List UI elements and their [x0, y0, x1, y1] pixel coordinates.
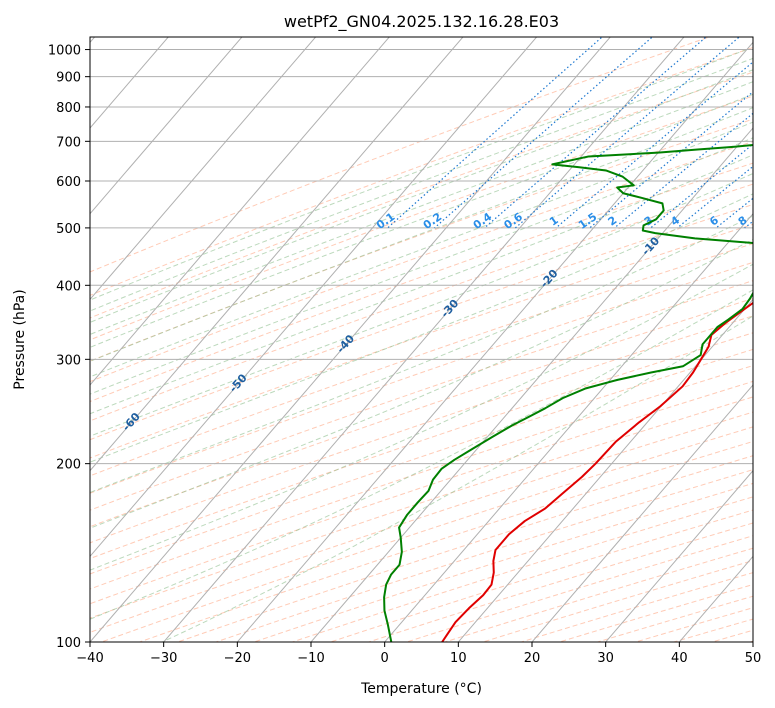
isotherm-line	[90, 37, 464, 472]
x-axis: −40 −30 −20 −10 0 10 20 30 40 50	[76, 642, 761, 666]
y-tick-label: 800	[56, 101, 81, 116]
dry-adiabat-line	[90, 140, 753, 383]
isotherm-line	[90, 37, 390, 386]
dry-adiabat-line	[90, 95, 753, 341]
x-tick-label: −20	[224, 651, 251, 666]
isotherm-line	[384, 212, 753, 642]
x-tick-label: −30	[150, 651, 177, 666]
moist-adiabat-line	[90, 172, 753, 437]
dry-adiabat-line	[90, 46, 753, 296]
dry-adiabat-line	[290, 496, 753, 642]
dry-adiabat-line	[90, 396, 753, 619]
isotherm-line	[90, 37, 243, 215]
dry-adiabat-line	[252, 482, 753, 642]
dry-adiabat-line	[214, 469, 753, 642]
mixing-ratio-line	[555, 61, 753, 229]
dry-adiabat-line	[90, 297, 753, 528]
mixing-ratio-line	[387, 37, 604, 229]
dry-adiabat-line	[90, 280, 753, 511]
moist-adiabat-line	[90, 263, 753, 571]
x-tick-label: 0	[381, 651, 389, 666]
x-tick-label: −10	[297, 651, 324, 666]
dewpoint-profile-line	[383, 144, 753, 642]
dry-adiabat-line	[90, 365, 753, 590]
isotherm-line	[163, 37, 685, 642]
dry-adiabat-line	[138, 440, 753, 642]
y-tick-label: 400	[56, 279, 81, 294]
moist-adiabat-line	[90, 238, 753, 529]
isotherm-line	[90, 37, 538, 558]
x-axis-title: Temperature (°C)	[360, 681, 482, 697]
y-tick-label: 200	[56, 458, 81, 473]
mixing-ratio-line	[514, 37, 741, 229]
dry-adiabat-line	[90, 183, 753, 422]
y-tick-label: 300	[56, 353, 81, 368]
isotherm-line	[531, 384, 753, 642]
profile-lines	[383, 144, 753, 642]
dry-adiabat-line	[90, 411, 753, 633]
isotherm-line	[90, 37, 611, 642]
background-lines	[90, 37, 753, 642]
dry-adiabat-line	[405, 535, 753, 642]
dry-adiabat-line	[90, 243, 753, 477]
x-tick-label: −40	[76, 651, 103, 666]
x-tick-label: 40	[671, 651, 688, 666]
moist-adiabat-line	[90, 81, 753, 335]
isotherm-line	[605, 469, 753, 642]
plot-frame	[89, 36, 754, 643]
isotherm-line	[236, 41, 753, 642]
dry-adiabat-line	[90, 332, 753, 560]
chart-title: wetPf2_GN04.2025.132.16.28.E03	[284, 12, 559, 32]
isotherm-line	[90, 37, 317, 301]
y-tick-label: 700	[56, 135, 81, 150]
dry-adiabat-line	[328, 509, 753, 642]
mixing-ratio-line	[614, 112, 753, 229]
isotherm-line	[457, 298, 753, 642]
dry-adiabat-line	[90, 348, 753, 575]
y-tick-label: 900	[56, 71, 81, 86]
moist-adiabat-line	[90, 69, 753, 323]
dry-adiabat-line	[90, 380, 753, 605]
dry-adiabat-line	[176, 455, 753, 642]
dry-adiabat-line	[90, 223, 753, 459]
dry-adiabat-line	[100, 426, 753, 642]
y-tick-label: 500	[56, 222, 81, 237]
moist-adiabat-line	[90, 154, 753, 415]
moist-adiabat-line	[90, 193, 753, 463]
dry-adiabat-line	[367, 522, 753, 642]
y-axis: 100 200 300 400 500 600 700 800 900 1000	[48, 44, 90, 651]
y-axis-title: Pressure (hPa)	[12, 289, 28, 389]
x-tick-label: 20	[524, 651, 541, 666]
x-tick-label: 10	[450, 651, 467, 666]
y-tick-label: 100	[56, 636, 81, 651]
temperature-profile-line	[441, 301, 753, 642]
y-tick-label: 600	[56, 175, 81, 190]
x-tick-label: 50	[745, 651, 762, 666]
x-tick-label: 30	[597, 651, 614, 666]
isotherm-line	[310, 127, 753, 642]
dry-adiabat-line	[90, 37, 711, 273]
moist-adiabat-line	[90, 49, 748, 301]
dry-adiabat-line	[90, 71, 753, 319]
moist-adiabat-line	[90, 121, 753, 378]
mixing-ratio-line	[484, 37, 708, 229]
y-tick-label: 1000	[48, 44, 81, 59]
dry-adiabat-line	[443, 547, 753, 642]
